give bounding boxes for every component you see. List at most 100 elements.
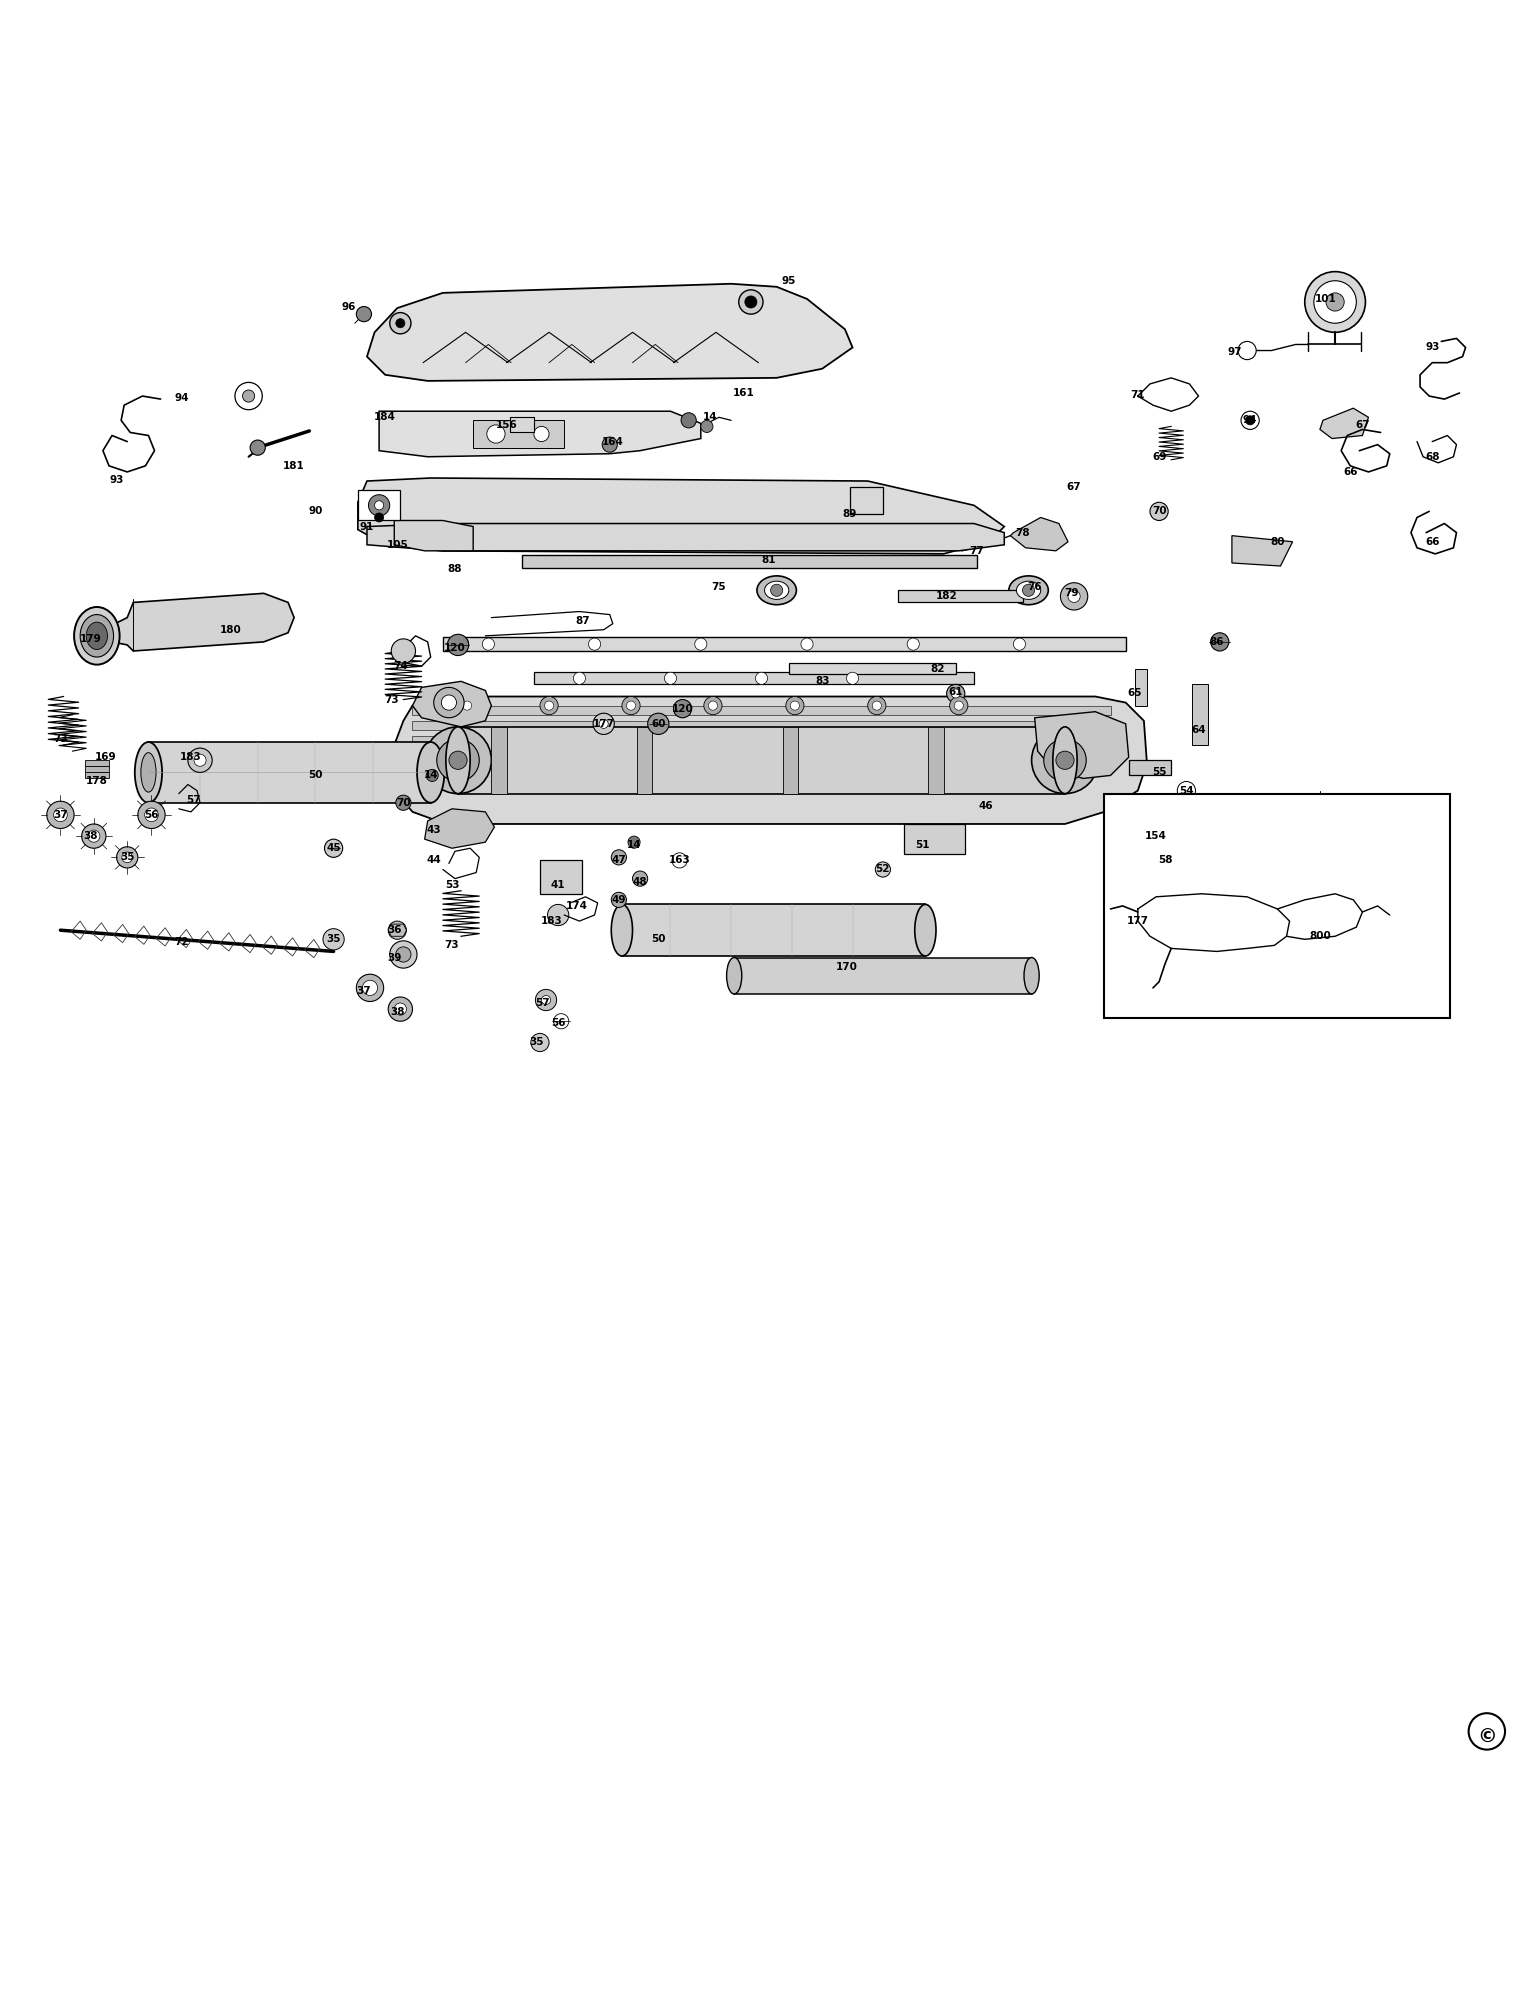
Circle shape bbox=[442, 694, 457, 710]
Bar bbox=[148, 742, 431, 802]
Ellipse shape bbox=[726, 958, 742, 994]
Ellipse shape bbox=[136, 742, 161, 802]
Bar bbox=[541, 860, 582, 894]
Circle shape bbox=[950, 696, 969, 714]
Circle shape bbox=[1043, 738, 1086, 782]
Polygon shape bbox=[367, 524, 1004, 550]
Circle shape bbox=[790, 702, 800, 710]
Circle shape bbox=[708, 702, 717, 710]
Polygon shape bbox=[1320, 408, 1369, 438]
Circle shape bbox=[592, 714, 614, 734]
Text: 88: 88 bbox=[448, 564, 461, 574]
Bar bbox=[899, 590, 1022, 602]
Text: 182: 182 bbox=[935, 592, 958, 602]
Circle shape bbox=[388, 996, 413, 1022]
Text: 75: 75 bbox=[711, 582, 726, 592]
Bar bbox=[85, 760, 110, 766]
Ellipse shape bbox=[1052, 726, 1077, 794]
Bar bbox=[1104, 794, 1450, 1018]
Bar bbox=[443, 638, 1125, 650]
Circle shape bbox=[541, 696, 557, 714]
Text: 58: 58 bbox=[1157, 856, 1173, 866]
Circle shape bbox=[394, 1004, 407, 1016]
Circle shape bbox=[535, 426, 550, 442]
Bar bbox=[85, 772, 110, 778]
Polygon shape bbox=[1034, 712, 1129, 778]
Text: 93: 93 bbox=[110, 474, 123, 484]
Circle shape bbox=[1031, 726, 1098, 794]
Text: 56: 56 bbox=[551, 1018, 565, 1028]
Text: 170: 170 bbox=[836, 962, 857, 972]
Bar bbox=[510, 418, 535, 432]
Text: 91: 91 bbox=[359, 522, 375, 532]
Polygon shape bbox=[367, 284, 853, 380]
Polygon shape bbox=[413, 682, 492, 726]
Polygon shape bbox=[1010, 518, 1068, 550]
Circle shape bbox=[47, 802, 75, 828]
Circle shape bbox=[1246, 416, 1255, 424]
Circle shape bbox=[122, 852, 133, 862]
Text: 86: 86 bbox=[1209, 636, 1224, 646]
Text: 60: 60 bbox=[650, 718, 666, 728]
Circle shape bbox=[1238, 342, 1256, 360]
Text: 35: 35 bbox=[326, 934, 341, 944]
Circle shape bbox=[1241, 412, 1260, 430]
Circle shape bbox=[952, 688, 961, 698]
Bar bbox=[637, 726, 652, 794]
Circle shape bbox=[868, 696, 886, 714]
Text: 97: 97 bbox=[1228, 348, 1243, 358]
Text: 72: 72 bbox=[175, 938, 189, 948]
Bar bbox=[492, 726, 507, 794]
Circle shape bbox=[1060, 582, 1087, 610]
Text: 35: 35 bbox=[530, 1038, 544, 1048]
Circle shape bbox=[458, 696, 477, 714]
Text: 54: 54 bbox=[1179, 786, 1194, 796]
Circle shape bbox=[672, 852, 687, 868]
Text: 70: 70 bbox=[1151, 506, 1167, 516]
Text: 77: 77 bbox=[970, 546, 984, 556]
Circle shape bbox=[356, 974, 384, 1002]
Circle shape bbox=[391, 638, 416, 664]
Circle shape bbox=[242, 390, 254, 402]
Circle shape bbox=[1068, 590, 1080, 602]
Circle shape bbox=[396, 796, 411, 810]
Polygon shape bbox=[379, 412, 701, 456]
Ellipse shape bbox=[1008, 576, 1048, 604]
Ellipse shape bbox=[446, 726, 471, 794]
Text: 163: 163 bbox=[669, 856, 690, 866]
Circle shape bbox=[448, 634, 469, 656]
Bar bbox=[734, 958, 1031, 994]
Circle shape bbox=[545, 702, 553, 710]
Text: 120: 120 bbox=[672, 704, 693, 714]
Text: 48: 48 bbox=[632, 876, 647, 886]
Text: 82: 82 bbox=[931, 664, 944, 674]
Circle shape bbox=[1305, 272, 1366, 332]
Bar bbox=[905, 824, 966, 854]
Text: 83: 83 bbox=[815, 676, 830, 686]
Text: 61: 61 bbox=[949, 686, 963, 696]
Text: 78: 78 bbox=[1016, 528, 1030, 538]
Text: 179: 179 bbox=[79, 634, 102, 644]
Circle shape bbox=[573, 672, 585, 684]
Circle shape bbox=[426, 770, 439, 782]
Text: 101: 101 bbox=[1316, 294, 1337, 304]
Bar bbox=[850, 488, 883, 514]
Text: 70: 70 bbox=[396, 798, 411, 808]
Text: 37: 37 bbox=[53, 810, 67, 820]
Text: 161: 161 bbox=[733, 388, 754, 398]
Text: 183: 183 bbox=[541, 916, 564, 926]
Circle shape bbox=[187, 748, 212, 772]
Circle shape bbox=[673, 700, 691, 718]
Text: 56: 56 bbox=[145, 810, 158, 820]
Circle shape bbox=[117, 846, 137, 868]
Bar bbox=[929, 726, 944, 794]
Circle shape bbox=[542, 996, 551, 1004]
Circle shape bbox=[704, 696, 722, 714]
Circle shape bbox=[955, 702, 964, 710]
Circle shape bbox=[694, 638, 707, 650]
Ellipse shape bbox=[765, 582, 789, 600]
Text: 49: 49 bbox=[612, 894, 626, 904]
Circle shape bbox=[487, 424, 506, 444]
Text: 120: 120 bbox=[445, 642, 466, 652]
Circle shape bbox=[483, 638, 495, 650]
